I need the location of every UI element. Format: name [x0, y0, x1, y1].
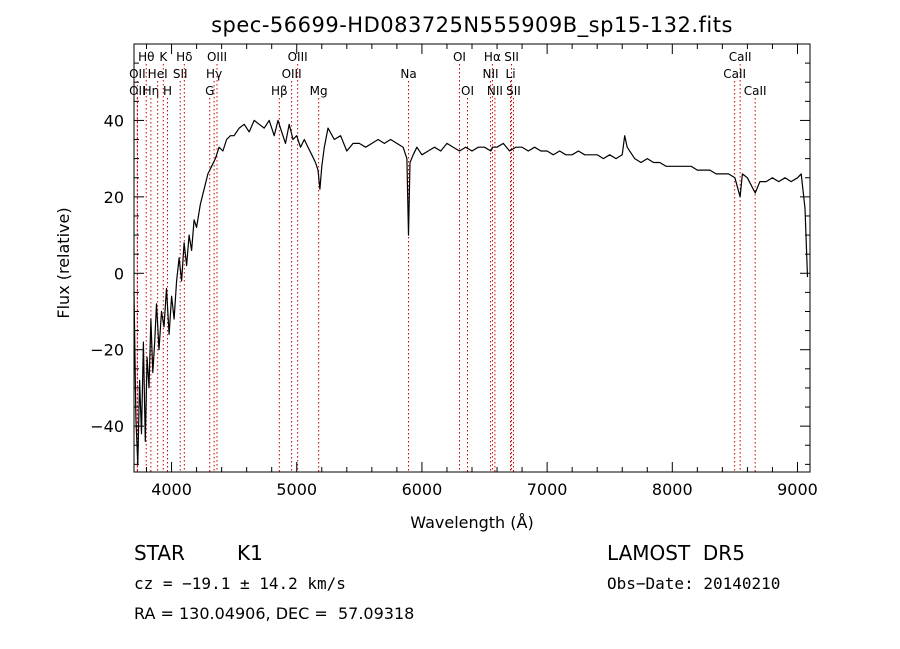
marker-label-hγ: Hγ — [206, 67, 222, 81]
spectrum-line — [133, 119, 809, 465]
marker-label-caii: CaII — [729, 50, 752, 64]
marker-label-hα: Hα — [484, 50, 501, 64]
x-tick-label: 8000 — [652, 480, 693, 499]
y-axis-label: Flux (relative) — [54, 207, 73, 318]
x-tick-labels: 4000 5000 6000 7000 8000 9000 — [151, 480, 818, 499]
y-tick-label: −20 — [90, 341, 124, 360]
redshift-velocity: cz = −19.1 ± 14.2 km/s — [134, 574, 346, 593]
y-tick-label: 20 — [104, 188, 124, 207]
marker-label-oi: OI — [453, 50, 466, 64]
y-tick-labels: −40 −20 0 20 40 — [90, 111, 124, 436]
marker-label-sii: SII — [506, 84, 521, 98]
marker-label-hei: HeI — [148, 67, 168, 81]
subclass: K1 — [237, 541, 263, 565]
marker-label-sii: SII — [173, 67, 188, 81]
x-tick-label: 9000 — [777, 480, 818, 499]
y-tick-label: 0 — [114, 264, 124, 283]
y-tick-label: 40 — [104, 111, 124, 130]
marker-label-oi: OI — [461, 84, 474, 98]
marker-label-hδ: Hδ — [176, 50, 192, 64]
observation-date: Obs−Date: 20140210 — [607, 574, 781, 593]
coordinates: RA = 130.04906, DEC = 57.09318 — [134, 604, 415, 623]
marker-label-nii: NII — [487, 84, 503, 98]
object-class: STAR — [134, 541, 185, 565]
x-tick-label: 5000 — [276, 480, 317, 499]
marker-label-oii: OII — [129, 84, 146, 98]
marker-label-oiii: OIII — [207, 50, 227, 64]
chart-title: spec-56699-HD083725N555909B_sp15-132.fit… — [211, 13, 733, 38]
marker-label-h: H — [163, 84, 172, 98]
marker-label-hη: Hη — [143, 84, 160, 98]
marker-label-hθ: Hθ — [138, 50, 154, 64]
x-tick-label: 7000 — [527, 480, 568, 499]
plot-frame — [133, 43, 811, 473]
marker-label-g: G — [205, 84, 214, 98]
marker-label-caii: CaII — [744, 84, 767, 98]
marker-label-oiii: OIII — [282, 67, 302, 81]
marker-label-sii: SII — [504, 50, 519, 64]
marker-label-oii: OII — [129, 67, 146, 81]
marker-label-li: Li — [506, 67, 516, 81]
x-tick-label: 4000 — [151, 480, 192, 499]
marker-label-k: K — [159, 50, 168, 64]
x-tick-label: 6000 — [402, 480, 443, 499]
axis-ticks — [134, 44, 810, 472]
survey-release: LAMOST DR5 — [607, 541, 745, 565]
marker-label-hβ: Hβ — [271, 84, 288, 98]
marker-label-caii: CaII — [723, 67, 746, 81]
marker-label-mg: Mg — [310, 84, 328, 98]
marker-label-oiii: OIII — [288, 50, 308, 64]
x-axis-label: Wavelength (Å) — [410, 513, 533, 532]
marker-label-na: Na — [400, 67, 416, 81]
spectrum-series — [133, 119, 809, 465]
y-tick-label: −40 — [90, 417, 124, 436]
marker-label-nii: NII — [482, 67, 498, 81]
